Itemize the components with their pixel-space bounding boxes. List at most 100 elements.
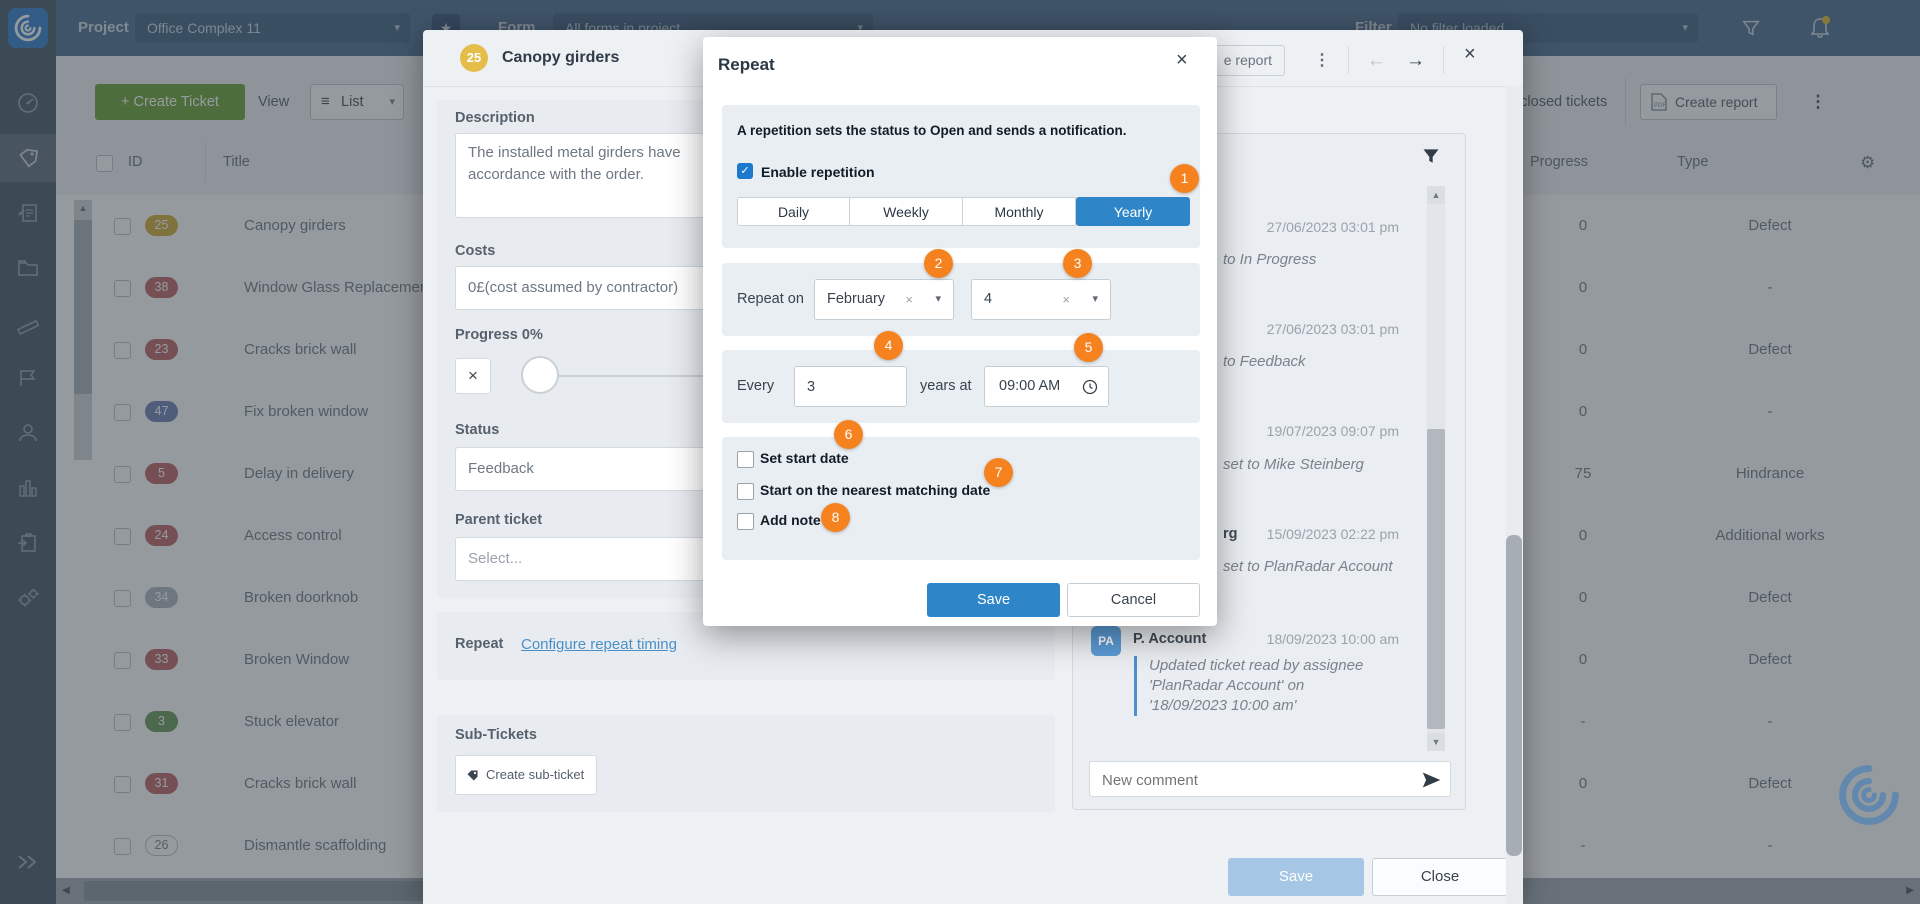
create-ticket-button[interactable]: + Create Ticket — [95, 84, 245, 120]
repeat-cancel-button[interactable]: Cancel — [1067, 583, 1200, 617]
notification-dot — [1822, 16, 1830, 24]
scroll-left-icon[interactable]: ◀ — [62, 885, 70, 896]
repeat-modal-close-icon[interactable]: × — [1176, 49, 1188, 71]
progress-slider-handle[interactable] — [521, 356, 559, 394]
ticket-kebab-icon[interactable]: ⋮ — [1314, 52, 1330, 69]
project-select[interactable]: Office Complex 11 ▾ — [135, 13, 410, 43]
row-checkbox[interactable] — [114, 838, 131, 855]
col-header-title[interactable]: Title — [223, 154, 250, 170]
ticket-modal-close-icon[interactable]: × — [1464, 43, 1476, 65]
planradar-logo — [8, 8, 48, 48]
ticket-close-button[interactable]: Close — [1372, 858, 1508, 896]
col-header-id[interactable]: ID — [128, 154, 143, 170]
scrollbar-thumb[interactable] — [1506, 535, 1522, 856]
sidebar-item-tickets[interactable] — [0, 136, 56, 180]
chevron-down-icon[interactable]: ▾ — [1092, 293, 1098, 305]
ticket-type: Defect — [1748, 651, 1792, 668]
month-select[interactable]: February × ▾ — [814, 279, 954, 320]
ticket-save-button[interactable]: Save — [1228, 858, 1364, 896]
clear-icon[interactable]: × — [1062, 292, 1070, 307]
row-checkbox[interactable] — [114, 652, 131, 669]
select-all-checkbox[interactable] — [96, 155, 113, 172]
closed-tickets-toggle-label[interactable]: de closed tickets — [1500, 94, 1608, 110]
new-comment-input[interactable] — [1100, 766, 1404, 794]
sidebar-item-statistics[interactable] — [0, 466, 56, 510]
sidebar-item-measurements[interactable] — [0, 301, 56, 345]
notifications-bell-icon[interactable] — [1808, 15, 1832, 41]
view-list-select[interactable]: ≡ List ▾ — [310, 84, 404, 120]
row-checkbox[interactable] — [114, 528, 131, 545]
row-checkbox[interactable] — [114, 404, 131, 421]
description-line1: The installed metal girders have — [468, 144, 681, 161]
ticket-id-badge: 33 — [145, 649, 178, 670]
folder-icon — [18, 260, 38, 276]
day-select[interactable]: 4 × ▾ — [971, 279, 1111, 320]
enable-repetition-checkbox[interactable]: ✓ — [737, 163, 753, 179]
set-start-date-checkbox[interactable] — [737, 451, 754, 468]
scroll-up-icon[interactable]: ▲ — [1427, 186, 1445, 204]
ticket-title: Canopy girders — [244, 217, 346, 234]
col-header-type[interactable]: Type — [1677, 154, 1709, 170]
row-checkbox[interactable] — [114, 342, 131, 359]
ticket-progress: 0 — [1578, 217, 1588, 234]
row-checkbox[interactable] — [114, 280, 131, 297]
filter-funnel-icon[interactable] — [1740, 17, 1762, 39]
activity-user-name: P. Account — [1133, 631, 1207, 647]
next-ticket-arrow-icon[interactable]: → — [1406, 50, 1425, 71]
previous-ticket-arrow-icon[interactable]: ← — [1367, 50, 1386, 71]
interval-input[interactable] — [794, 366, 907, 407]
clear-icon[interactable]: × — [905, 292, 913, 307]
create-subticket-button[interactable]: Create sub-ticket — [455, 755, 597, 795]
activity-scrollbar[interactable]: ▲ ▼ — [1427, 186, 1445, 751]
ticket-title: Delay in delivery — [244, 465, 355, 482]
row-checkbox[interactable] — [114, 466, 131, 483]
activity-filter-funnel-icon[interactable] — [1421, 146, 1441, 166]
row-checkbox[interactable] — [114, 218, 131, 235]
scroll-right-icon[interactable]: ▶ — [1906, 885, 1914, 896]
tab-weekly[interactable]: Weekly — [850, 197, 963, 226]
tab-monthly[interactable]: Monthly — [963, 197, 1076, 226]
create-report-button[interactable]: PDF Create report — [1640, 84, 1777, 120]
row-checkbox[interactable] — [114, 714, 131, 731]
day-value: 4 — [984, 291, 993, 307]
chevron-down-icon[interactable]: ▾ — [935, 293, 941, 305]
send-comment-icon[interactable] — [1422, 771, 1440, 789]
tab-daily[interactable]: Daily — [737, 197, 850, 226]
check-icon: ✓ — [740, 165, 750, 177]
table-vertical-scrollbar[interactable]: ▲ — [74, 200, 92, 460]
scrollbar-thumb[interactable] — [74, 220, 92, 394]
modal-scrollbar[interactable] — [1506, 86, 1522, 904]
nearest-matching-date-checkbox[interactable] — [737, 483, 754, 500]
time-input[interactable]: 09:00 AM — [984, 366, 1109, 407]
ticket-title: Fix broken window — [244, 403, 369, 420]
new-comment-box[interactable] — [1089, 761, 1451, 797]
row-checkbox[interactable] — [114, 776, 131, 793]
svg-text:PDF: PDF — [1654, 103, 1666, 109]
scroll-up-icon[interactable]: ▲ — [78, 203, 88, 213]
sidebar-item-documents[interactable] — [0, 246, 56, 290]
sidebar-item-settings[interactable] — [0, 576, 56, 620]
repeat-save-button[interactable]: Save — [927, 583, 1060, 617]
sidebar-expand-chevrons-icon[interactable] — [0, 840, 56, 884]
table-settings-gear-icon[interactable]: ⚙ — [1860, 153, 1876, 172]
ticket-type: Additional works — [1715, 527, 1825, 544]
tab-yearly[interactable]: Yearly — [1076, 197, 1190, 226]
ticket-id-badge: 26 — [145, 835, 178, 856]
activity-timestamp: 19/07/2023 09:07 pm — [1266, 423, 1399, 439]
sidebar-item-dashboard[interactable] — [0, 81, 56, 125]
sidebar-item-contacts[interactable] — [0, 411, 56, 455]
activity-timestamp: 15/09/2023 02:22 pm — [1266, 526, 1399, 542]
col-header-progress[interactable]: Progress — [1530, 154, 1589, 170]
sidebar-item-forms[interactable] — [0, 191, 56, 235]
progress-clear-button[interactable]: × — [455, 358, 491, 394]
add-note-checkbox[interactable] — [737, 513, 754, 530]
row-checkbox[interactable] — [114, 590, 131, 607]
scrollbar-thumb[interactable] — [1427, 429, 1445, 729]
ticket-id-badge: 3 — [145, 711, 178, 732]
sidebar-item-tasks[interactable] — [0, 521, 56, 565]
sidebar-item-flags[interactable] — [0, 356, 56, 400]
configure-repeat-link[interactable]: Configure repeat timing — [521, 636, 677, 653]
toolbar-kebab-icon[interactable]: ⋮ — [1809, 92, 1827, 111]
scroll-down-icon[interactable]: ▼ — [1427, 733, 1445, 751]
clock-icon — [1082, 379, 1098, 395]
